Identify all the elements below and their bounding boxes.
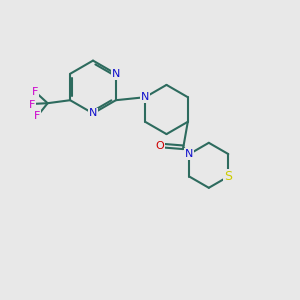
Text: N: N [89, 108, 97, 118]
Text: N: N [112, 69, 120, 79]
Text: F: F [34, 111, 40, 121]
Text: S: S [224, 170, 232, 183]
Text: F: F [29, 100, 35, 110]
Text: N: N [185, 149, 194, 159]
Text: F: F [32, 87, 38, 97]
Text: N: N [141, 92, 149, 102]
Text: O: O [155, 141, 164, 151]
